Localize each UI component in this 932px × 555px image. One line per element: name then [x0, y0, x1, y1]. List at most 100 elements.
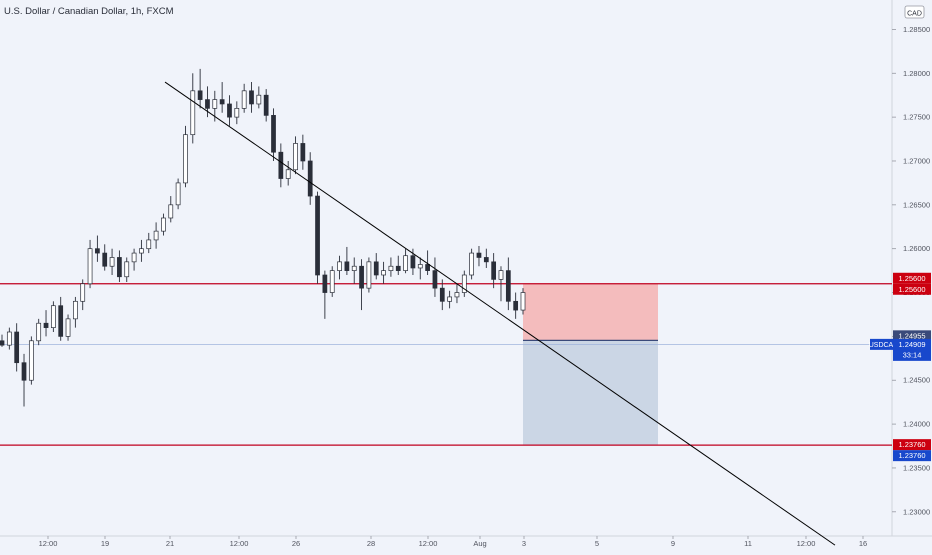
candle-body: [483, 257, 489, 263]
candle: [14, 323, 20, 372]
candle: [366, 257, 372, 293]
candle-body: [366, 261, 372, 289]
candle: [146, 232, 152, 254]
candle: [241, 83, 247, 113]
price-tick-label: 1.24500: [903, 376, 930, 385]
candle-body: [403, 255, 408, 271]
candle: [58, 296, 64, 341]
candle-body: [28, 340, 34, 381]
time-tick-label: 5: [595, 539, 599, 548]
candle: [109, 248, 115, 275]
candle-body: [43, 322, 49, 328]
time-tick-label: 21: [166, 539, 174, 548]
candle-body: [439, 287, 445, 302]
candle-body: [65, 318, 71, 337]
candle: [271, 108, 276, 161]
price-tick-label: 1.26000: [903, 244, 930, 253]
candle: [190, 73, 196, 144]
price-axis[interactable]: 1.28500 1.28000 1.27500 1.27000 1.26500 1.260…: [892, 25, 930, 516]
price-tick-label: 1.26500: [903, 200, 930, 209]
candle-body: [344, 261, 350, 271]
candle-body: [263, 94, 269, 116]
candle: [344, 246, 350, 275]
candle: [293, 136, 298, 175]
candle: [476, 246, 482, 267]
time-tick-label: 12:00: [230, 539, 249, 548]
candle: [351, 257, 357, 284]
risk-zone[interactable]: [523, 283, 658, 341]
candle: [388, 257, 394, 277]
candle: [80, 279, 86, 311]
time-tick-label: Aug: [473, 539, 486, 548]
candle: [43, 310, 49, 337]
reward-zone[interactable]: [523, 340, 658, 446]
candle-body: [80, 283, 86, 302]
candle: [329, 266, 335, 297]
candle-body: [153, 230, 159, 241]
price-tick-label: 1.28500: [903, 25, 930, 34]
price-tick-label: 1.24000: [903, 420, 930, 429]
candle-body: [307, 160, 313, 197]
candle-body: [491, 261, 497, 280]
candle-body: [351, 265, 357, 271]
candle-body: [190, 90, 196, 136]
candle-body: [36, 322, 42, 342]
candle-body: [146, 239, 152, 250]
candle: [95, 235, 100, 262]
support-price-bottom: 1.23760: [898, 451, 925, 460]
candle: [28, 336, 34, 385]
candle-body: [241, 90, 247, 109]
candle: [6, 327, 12, 350]
currency-badge[interactable]: CAD: [904, 5, 925, 19]
price-tick-label: 1.28000: [903, 69, 930, 78]
candle-body: [183, 134, 188, 184]
candle-body: [256, 94, 262, 105]
candle-body: [417, 264, 423, 269]
candle-body: [461, 274, 467, 293]
entry-price-tag: 1.24955: [893, 330, 931, 342]
candle: [307, 152, 313, 205]
candle-body: [513, 300, 519, 311]
candle-body: [102, 252, 108, 267]
candle: [117, 250, 122, 283]
candle: [124, 257, 130, 283]
candle: [263, 89, 269, 122]
candle-body: [410, 255, 416, 269]
candle: [403, 248, 408, 274]
candle: [161, 213, 166, 236]
candle-body: [14, 331, 20, 364]
candle-body: [447, 296, 452, 302]
support-price-tag-bottom: 1.23760: [893, 450, 931, 462]
candle-body: [476, 252, 482, 258]
time-tick-label: 11: [744, 539, 752, 548]
candle: [50, 301, 56, 333]
candle: [461, 270, 467, 297]
candle-body: [454, 292, 460, 298]
candle: [168, 196, 174, 223]
time-tick-label: 19: [101, 539, 109, 548]
candle: [513, 292, 519, 319]
candle-body: [329, 270, 335, 293]
trendline[interactable]: [164, 81, 836, 546]
candle: [0, 334, 5, 347]
candle: [205, 86, 210, 118]
time-tick-label: 3: [522, 539, 526, 548]
candle-body: [234, 108, 240, 118]
support-price-top: 1.23760: [898, 440, 925, 449]
candle-body: [197, 90, 203, 100]
candle-body: [337, 261, 342, 271]
candle: [87, 239, 93, 289]
candles: [0, 68, 526, 407]
time-tick-label: 12:00: [419, 539, 438, 548]
candle-body: [161, 217, 166, 232]
candle: [65, 314, 71, 341]
time-axis[interactable]: 12:00 19 21 12:00 26 28 12:00 Aug 3 5 9 11 12:00 16: [39, 536, 868, 548]
candle-body: [58, 305, 64, 337]
candle-body: [131, 252, 137, 263]
candle: [219, 82, 225, 113]
time-tick-label: 12:00: [39, 539, 58, 548]
candle: [256, 86, 262, 109]
candle: [395, 255, 401, 275]
